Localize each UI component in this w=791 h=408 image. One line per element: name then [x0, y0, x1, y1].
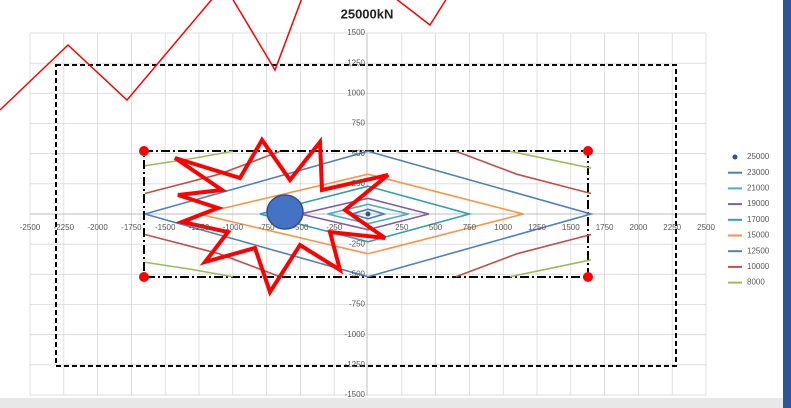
x-tick-label: -1250	[189, 223, 210, 232]
legend-label: 10000	[747, 262, 770, 271]
annotation-zigzag	[396, 0, 447, 27]
explosion-marker	[173, 136, 390, 297]
x-tick-label: -1500	[155, 223, 176, 232]
y-tick-label: -1250	[345, 360, 366, 369]
annotation-zigzag	[232, 0, 303, 72]
contour-line	[144, 150, 592, 278]
y-tick-label: -1000	[345, 330, 366, 339]
x-tick-label: -250	[326, 223, 343, 232]
x-tick-label: 1500	[562, 223, 580, 232]
contour-line	[300, 197, 430, 231]
contour-line	[327, 203, 409, 225]
x-tick-label: -2000	[87, 223, 108, 232]
legend-label: 25000	[747, 152, 770, 161]
annotation-zigzag	[0, 0, 213, 111]
y-tick-label: 500	[352, 149, 366, 158]
bottom-bar	[0, 398, 791, 408]
x-tick-label: 1750	[596, 223, 614, 232]
corner-point	[583, 272, 593, 282]
contour-line	[198, 173, 524, 255]
y-tick-label: 750	[352, 119, 366, 128]
legend-label: 8000	[747, 278, 765, 287]
x-tick-label: 2250	[663, 223, 681, 232]
legend-label: 12500	[747, 246, 770, 255]
data-point	[365, 211, 371, 217]
legend-marker	[732, 154, 738, 160]
legend-label: 23000	[747, 168, 770, 177]
y-tick-label: 250	[352, 179, 366, 188]
y-tick-label: -250	[349, 239, 366, 248]
legend-label: 15000	[747, 231, 770, 240]
corner-point	[139, 146, 149, 156]
x-tick-label: -1750	[121, 223, 142, 232]
outer-boundary	[55, 64, 677, 367]
x-tick-label: 2500	[697, 223, 715, 232]
load-point	[266, 194, 304, 230]
y-tick-label: 1000	[347, 88, 365, 97]
y-tick-label: 1500	[347, 28, 365, 37]
legend: 25000 23000 21000 19000 17000 15000 12500 10000…	[728, 152, 770, 287]
contour-line	[144, 150, 592, 278]
legend-label: 17000	[747, 215, 770, 224]
x-tick-label: -2500	[20, 223, 41, 232]
side-bar	[783, 0, 791, 408]
contour-line	[351, 208, 388, 220]
x-tick-label: -2250	[54, 223, 75, 232]
x-tick-label: -1000	[223, 223, 244, 232]
x-tick-label: 2000	[630, 223, 648, 232]
x-tick-label: 1250	[528, 223, 546, 232]
y-tick-label: -1500	[345, 390, 366, 399]
x-tick-label: 1000	[494, 223, 512, 232]
x-tick-label: 250	[395, 223, 409, 232]
y-tick-label: 1250	[347, 58, 365, 67]
x-tick-label: 750	[463, 223, 477, 232]
x-tick-label: 500	[429, 223, 443, 232]
y-tick-label: -500	[349, 269, 366, 278]
corner-point	[139, 272, 149, 282]
legend-label: 21000	[747, 184, 770, 193]
corner-point	[583, 146, 593, 156]
legend-label: 19000	[747, 199, 770, 208]
y-tick-label: -750	[349, 300, 366, 309]
x-tick-label: -750	[259, 223, 276, 232]
chart-title: 25000kN	[341, 6, 394, 21]
x-tick-label: -500	[292, 223, 309, 232]
